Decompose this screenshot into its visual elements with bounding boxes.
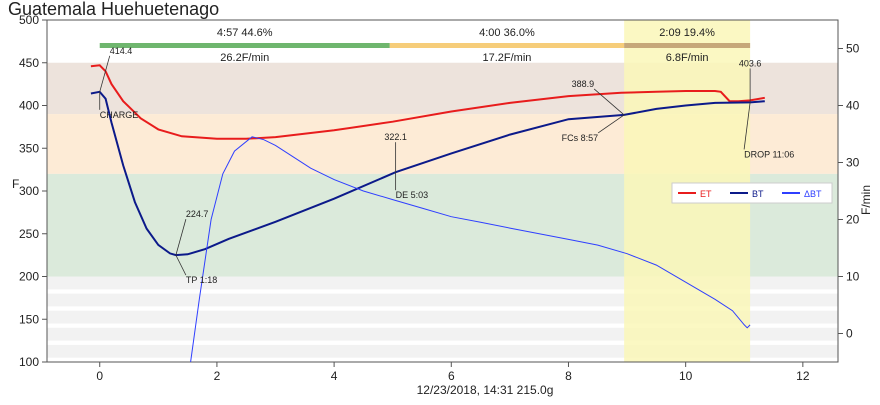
annotation-leader: [597, 114, 625, 134]
y-left-tick-label: 400: [19, 99, 39, 113]
annotation-label-5: DE 5:03: [396, 190, 429, 200]
y-left-tick-label: 150: [19, 312, 39, 326]
right-axis-label: F/min: [859, 185, 873, 215]
chart-subtitle: 12/23/2018, 14:31 215.0g: [417, 383, 554, 397]
series-line-ET: [90, 64, 765, 140]
series-line-ΔBT: [190, 136, 751, 362]
x-tick-label: 12: [796, 369, 810, 383]
legend: ET BT ΔBT: [671, 182, 833, 204]
y-right-tick-label: 40: [846, 99, 860, 113]
y-left-tick-label: 100: [19, 355, 39, 369]
legend-label: ET: [700, 189, 712, 199]
annotation-leader: [743, 102, 751, 150]
x-tick-label: 4: [331, 369, 338, 383]
phase-bar-1: [389, 43, 625, 48]
chart-title: Guatemala Huehuetenago: [8, 0, 219, 19]
band-stripe: [47, 323, 838, 328]
annotations: 414.4 CHARGE 224.7 TP 1:18 322.1 DE 5:03 388.9…: [99, 46, 794, 285]
plot-background: 4:57 44.6% 26.2F/min 4:00 36.0% 17.2F/min 2:…: [19, 13, 860, 383]
annotation-label-3: TP 1:18: [186, 275, 217, 285]
annotation-leader: [593, 88, 625, 116]
x-tick-label: 0: [96, 369, 103, 383]
phase-bar-2: [624, 43, 751, 48]
phase-label-0: 4:57 44.6%: [217, 27, 273, 39]
y-right-tick-label: 50: [846, 42, 860, 56]
phase-label-2: 2:09 19.4%: [659, 27, 715, 39]
band-stripe: [47, 306, 838, 311]
y-left-tick-label: 450: [19, 56, 39, 70]
phase-rate-2: 6.8F/min: [666, 52, 709, 64]
legend-box: [671, 182, 833, 204]
legend-label: BT: [752, 189, 764, 199]
annotation-label-6: 388.9: [572, 79, 595, 89]
band-stripe: [47, 340, 838, 345]
phase-label-1: 4:00 36.0%: [479, 27, 535, 39]
annotation-label-9: DROP 11:06: [744, 149, 794, 159]
y-left-tick-label: 300: [19, 184, 39, 198]
series-group: [90, 64, 765, 362]
phase-rate-0: 26.2F/min: [220, 52, 269, 64]
y-right-tick-label: 30: [846, 156, 860, 170]
annotation-leader: [175, 219, 187, 256]
y-left-tick-label: 500: [19, 13, 39, 27]
y-right-tick-label: 0: [846, 327, 853, 341]
y-left-tick-label: 350: [19, 141, 39, 155]
left-axis-label: F: [12, 177, 19, 191]
annotation-label-8: 403.6: [739, 58, 762, 68]
band-stripe: [47, 289, 838, 294]
x-tick-label: 2: [214, 369, 221, 383]
x-tick-label: 6: [448, 369, 455, 383]
phase-bar-0: [99, 43, 390, 48]
x-tick-label: 10: [679, 369, 693, 383]
annotation-leader: [175, 254, 187, 276]
annotation-label-4: 322.1: [384, 132, 407, 142]
y-right-tick-label: 10: [846, 270, 860, 284]
band-stripe: [47, 357, 838, 362]
annotation-label-7: FCs 8:57: [562, 133, 599, 143]
series-line-BT: [90, 90, 765, 257]
legend-label: ΔBT: [804, 189, 822, 199]
annotation-label-1: CHARGE: [100, 110, 139, 120]
y-left-tick-label: 250: [19, 227, 39, 241]
y-left-tick-label: 200: [19, 270, 39, 284]
annotation-leader: [99, 55, 111, 92]
annotation-label-0: 414.4: [110, 46, 133, 56]
y-right-tick-label: 20: [846, 213, 860, 227]
x-tick-label: 8: [565, 369, 572, 383]
annotation-label-2: 224.7: [186, 209, 209, 219]
phase-rate-1: 17.2F/min: [482, 52, 531, 64]
